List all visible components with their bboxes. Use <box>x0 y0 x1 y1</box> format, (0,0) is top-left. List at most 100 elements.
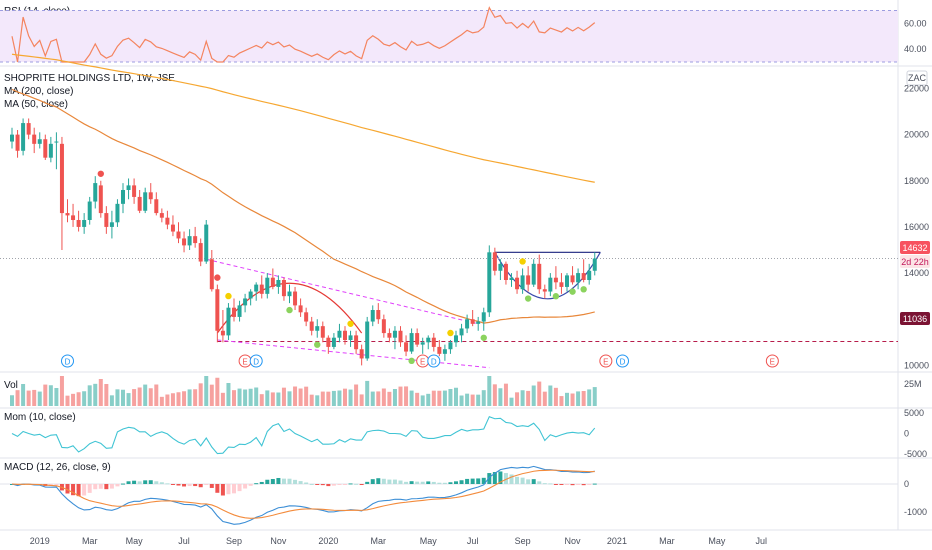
volume-bar <box>32 389 37 406</box>
candle <box>476 316 481 331</box>
macd-histogram-bar <box>54 484 59 486</box>
volume-bar <box>154 384 159 406</box>
ma200-label[interactable]: MA (200, close) <box>4 86 73 97</box>
candle-body <box>526 275 531 285</box>
candle <box>54 132 59 170</box>
candle <box>559 273 564 294</box>
volume-bar <box>354 384 359 406</box>
macd-histogram-bar <box>148 480 153 484</box>
candle-body <box>37 139 42 144</box>
candle-body <box>426 337 431 343</box>
macd-histogram-bar <box>159 482 164 484</box>
candle <box>465 314 470 334</box>
time-axis-tick: 2019 <box>30 536 50 546</box>
earnings-event[interactable]: E <box>599 354 613 368</box>
dividend-event[interactable]: D <box>616 354 629 368</box>
earnings-event[interactable]: E <box>416 354 430 368</box>
macd-histogram-bar <box>315 484 320 485</box>
macd-histogram-bar <box>165 483 170 485</box>
candle <box>232 298 236 322</box>
volume-bar <box>226 383 231 406</box>
price-tags: 14632 2d 22h 11036 <box>900 241 930 325</box>
candle-body <box>76 220 81 227</box>
currency-badge[interactable]: ZAC <box>906 70 928 86</box>
macd-histogram-bar <box>226 484 231 495</box>
macd-histogram-bar <box>337 484 342 485</box>
candle <box>315 319 320 338</box>
volume-bar <box>26 390 31 406</box>
momentum-label[interactable]: Mom (10, close) <box>4 412 76 423</box>
volume-label[interactable]: Vol <box>4 380 18 391</box>
macd-histogram-bar <box>204 484 209 485</box>
macd-histogram-bar <box>237 484 242 492</box>
candle-body <box>431 337 436 347</box>
candle <box>520 268 525 294</box>
candle <box>565 273 569 292</box>
candle-body <box>370 310 375 322</box>
candle-body <box>381 319 386 334</box>
candle-body <box>537 263 542 290</box>
macd-label[interactable]: MACD (12, 26, close, 9) <box>4 462 111 473</box>
candle <box>193 226 198 248</box>
volume-bar <box>437 390 442 406</box>
candle <box>65 199 70 223</box>
candle <box>43 134 48 160</box>
event-letter: D <box>620 358 626 367</box>
candle-body <box>309 321 314 331</box>
volume-bar <box>520 390 525 406</box>
candle-body <box>581 273 586 280</box>
macd-histogram-bar <box>376 478 381 484</box>
macd-histogram-bar <box>48 484 53 486</box>
volume-bar <box>576 391 581 406</box>
candle-body <box>21 123 26 151</box>
dividend-event[interactable]: D <box>61 354 74 368</box>
macd-histogram-bar <box>526 479 531 484</box>
candle <box>226 303 231 340</box>
candle-body <box>32 134 37 144</box>
candle-body <box>215 289 220 331</box>
earnings-event[interactable]: E <box>765 354 779 368</box>
candle <box>298 298 303 317</box>
candle <box>359 344 364 366</box>
rsi-line <box>11 6 596 63</box>
macd-histogram-bar <box>76 484 81 497</box>
signal-marker <box>569 288 576 295</box>
macd-histogram-bar <box>437 482 442 484</box>
symbol-label[interactable]: SHOPRITE HOLDINGS LTD, 1W, JSE <box>4 73 175 84</box>
candle <box>587 263 592 285</box>
ma50-label[interactable]: MA (50, close) <box>4 99 68 110</box>
dividend-event[interactable]: D <box>427 354 441 368</box>
volume-bar <box>492 384 497 406</box>
volume-bar <box>54 388 59 406</box>
volume-bar <box>315 395 320 406</box>
volume-bar <box>365 380 370 406</box>
candle-body <box>398 330 403 343</box>
macd-histogram-bar <box>281 478 286 484</box>
candle-body <box>243 298 248 306</box>
volume-bar <box>209 384 214 406</box>
time-axis-tick: Sep <box>515 536 531 546</box>
candle-body <box>98 185 103 214</box>
candle <box>548 273 553 297</box>
candle <box>204 220 209 264</box>
volume-bar <box>37 391 42 406</box>
macd-histogram-bar <box>232 484 236 494</box>
macd-histogram-bar <box>581 484 586 486</box>
momentum-line <box>11 415 596 455</box>
dividend-event[interactable]: D <box>249 354 263 368</box>
candle <box>165 210 170 230</box>
candle-body <box>587 270 592 280</box>
candle <box>154 192 159 216</box>
candle-body <box>159 213 164 218</box>
candle <box>48 136 53 163</box>
volume-bar <box>337 390 342 406</box>
candle <box>198 238 203 267</box>
candle-body <box>232 307 236 317</box>
event-letter: D <box>253 358 259 367</box>
candle-body <box>293 291 298 306</box>
candle <box>115 199 120 227</box>
earnings-event[interactable]: E <box>238 354 252 368</box>
candle <box>326 335 331 354</box>
